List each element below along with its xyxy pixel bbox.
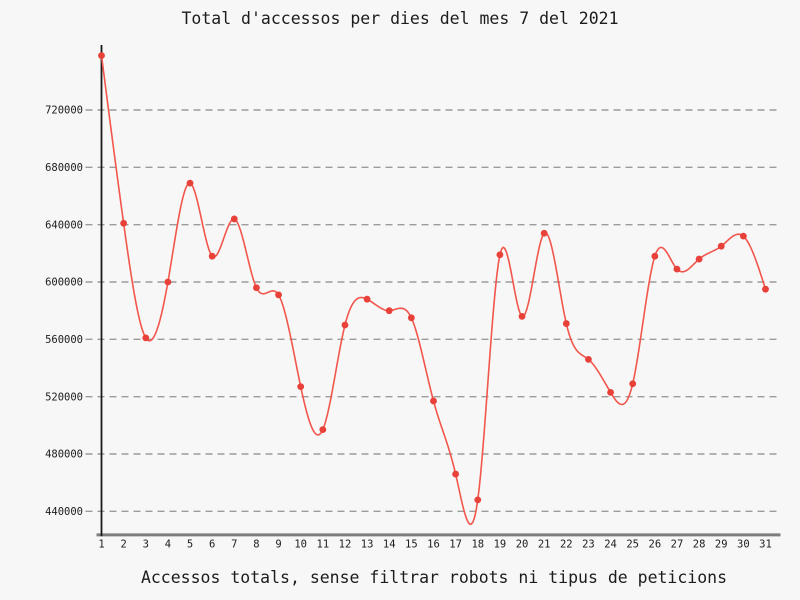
x-tick-label: 7 (231, 539, 237, 551)
y-tick-label: 640000 (45, 219, 83, 231)
x-tick-label: 1 (98, 539, 104, 551)
x-tick-label: 26 (649, 539, 662, 551)
x-tick-label: 27 (671, 539, 684, 551)
x-tick-label: 12 (339, 539, 352, 551)
y-tick-label: 720000 (45, 105, 83, 117)
data-point-marker (208, 252, 216, 260)
x-tick-label: 21 (538, 539, 551, 551)
x-tick-label: 31 (759, 539, 772, 551)
data-point-markers (98, 52, 769, 504)
y-tick-label: 520000 (45, 391, 83, 403)
data-point-marker (164, 278, 172, 286)
data-point-marker (607, 388, 614, 396)
x-tick-label: 16 (427, 539, 440, 551)
x-tick-label: 5 (187, 539, 193, 551)
data-point-marker (629, 380, 637, 388)
data-point-marker (230, 215, 238, 223)
y-tick-label: 600000 (45, 277, 83, 289)
data-point-marker (518, 312, 526, 320)
gridlines-group (85, 109, 780, 513)
data-point-marker (496, 251, 504, 259)
x-tick-label: 30 (737, 539, 750, 551)
data-point-marker (253, 284, 260, 292)
x-axis-tick-labels: 1 2 3 4 5 6 7 8 9 10 11 12 13 14 15 16 17 18 19 20 21 22 23 24 2… (98, 539, 771, 551)
y-tick-label: 480000 (45, 449, 83, 461)
x-tick-label: 2 (120, 539, 126, 551)
data-point-marker (341, 321, 349, 329)
data-point-marker (562, 320, 570, 327)
y-tick-label: 680000 (45, 162, 83, 174)
x-tick-label: 13 (361, 539, 374, 551)
data-point-marker (186, 179, 194, 187)
data-point-marker (319, 426, 327, 434)
x-tick-label: 11 (317, 539, 330, 551)
data-point-marker (407, 314, 415, 322)
y-tick-label: 440000 (45, 506, 83, 518)
data-point-marker (474, 496, 482, 504)
x-tick-label: 14 (383, 539, 396, 551)
x-tick-label: 6 (209, 539, 215, 551)
x-tick-label: 28 (693, 539, 706, 551)
data-point-marker (673, 265, 681, 273)
x-tick-label: 3 (143, 539, 149, 551)
data-point-marker (540, 229, 548, 237)
data-point-marker (275, 291, 282, 299)
data-point-marker (585, 355, 592, 363)
x-tick-label: 19 (494, 539, 507, 551)
x-tick-label: 9 (275, 539, 281, 551)
data-point-marker (695, 255, 703, 263)
chart-caption: Accessos totals, sense filtrar robots ni… (141, 568, 727, 587)
x-tick-label: 18 (471, 539, 484, 551)
data-point-marker (120, 219, 128, 227)
data-point-marker (762, 285, 769, 293)
x-tick-label: 25 (626, 539, 639, 551)
data-point-marker (739, 232, 747, 240)
data-point-marker (430, 397, 437, 405)
x-tick-label: 24 (604, 539, 617, 551)
x-tick-label: 20 (516, 539, 529, 551)
y-axis-tick-labels: 720000 680000 640000 600000 560000 520000 4800… (45, 105, 83, 518)
data-point-marker (142, 334, 150, 342)
x-tick-label: 17 (449, 539, 462, 551)
x-tick-label: 22 (560, 539, 573, 551)
x-tick-label: 29 (715, 539, 728, 551)
x-tick-label: 4 (165, 539, 171, 551)
x-tick-label: 10 (294, 539, 307, 551)
x-tick-label: 15 (405, 539, 418, 551)
data-point-marker (385, 307, 393, 315)
y-tick-label: 560000 (45, 334, 83, 346)
data-point-marker (363, 295, 371, 303)
x-tick-label: 8 (253, 539, 259, 551)
x-tick-label: 23 (582, 539, 595, 551)
chart-title: Total d'accessos per dies del mes 7 del … (181, 9, 618, 28)
data-point-marker (297, 383, 305, 391)
data-point-marker (98, 52, 105, 59)
data-point-marker (717, 242, 725, 250)
data-point-marker (452, 470, 460, 478)
data-point-marker (651, 252, 659, 260)
